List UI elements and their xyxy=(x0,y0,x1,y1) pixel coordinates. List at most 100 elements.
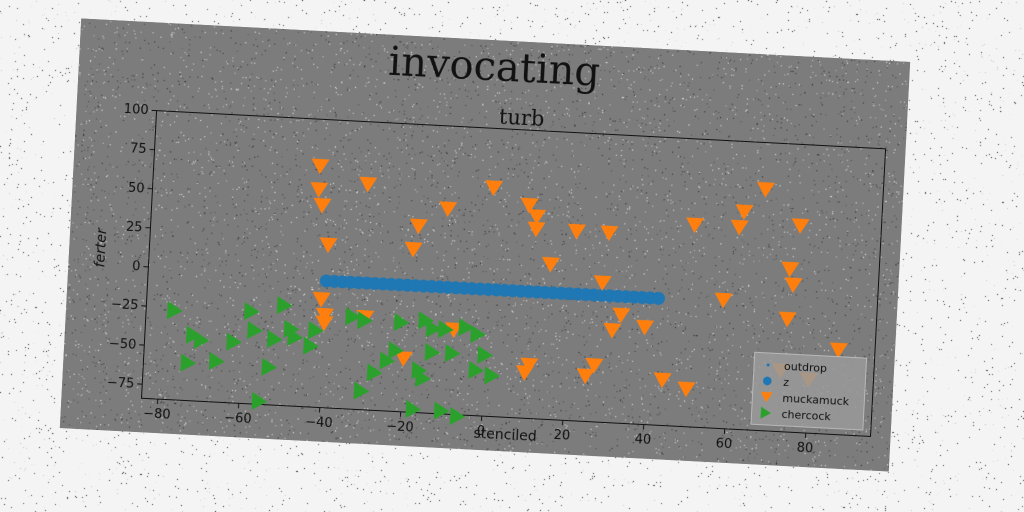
plot-area: −75 −50 −25 0 25 50 75 100 −80 −60 −40 −20 0 20 40 60 8… xyxy=(106,102,887,457)
muckamuck-point xyxy=(677,381,696,398)
chercock-point xyxy=(345,307,361,326)
muckamuck-point xyxy=(520,357,539,374)
muckamuck-point xyxy=(359,176,378,193)
x-tick-label: 40 xyxy=(634,432,651,448)
chercock-point xyxy=(266,330,283,348)
muckamuck-point xyxy=(527,221,546,238)
legend-marker-muckamuck xyxy=(760,391,773,403)
chercock-point xyxy=(415,369,431,388)
y-tick-label: 50 xyxy=(128,181,145,197)
y-tick-label: 0 xyxy=(132,259,141,274)
muckamuck-point xyxy=(568,223,587,240)
x-tick-label: 80 xyxy=(796,441,813,457)
chercock-point xyxy=(458,318,475,337)
chart-card: invocating turb −75 −50 −25 0 25 50 75 100 −80−… xyxy=(59,18,911,472)
muckamuck-point xyxy=(485,180,504,196)
chercock-point xyxy=(287,327,304,346)
muckamuck-point xyxy=(636,319,655,336)
legend-label-z: z xyxy=(783,376,790,389)
chercock-point xyxy=(468,360,485,379)
y-tick-label: 75 xyxy=(130,141,147,157)
chercock-point xyxy=(477,345,493,364)
chercock-point xyxy=(425,319,442,338)
chercock-point xyxy=(484,366,501,385)
muckamuck-point xyxy=(653,372,672,389)
muckamuck-point xyxy=(784,277,803,294)
muckamuck-point xyxy=(730,219,749,236)
x-tick-label: −20 xyxy=(386,419,414,435)
muckamuck-point xyxy=(394,351,413,367)
y-axis-label: ferter xyxy=(92,227,111,268)
chercock-point xyxy=(418,311,434,330)
y-tick-label: −50 xyxy=(108,336,136,352)
muckamuck-point xyxy=(781,261,800,278)
axes-frame xyxy=(140,110,887,437)
muckamuck-point xyxy=(311,158,330,175)
y-tick-label: 25 xyxy=(126,220,143,236)
muckamuck-point xyxy=(515,365,534,381)
legend-marker-z xyxy=(762,376,772,386)
muckamuck-point xyxy=(445,322,464,339)
chercock-point xyxy=(411,361,428,380)
x-tick-label: −60 xyxy=(224,411,252,427)
muckamuck-point xyxy=(520,197,539,214)
chercock-point xyxy=(379,351,396,370)
muckamuck-point xyxy=(313,197,332,214)
chercock-point xyxy=(444,344,461,363)
x-tick-label: 60 xyxy=(715,436,732,452)
muckamuck-point xyxy=(528,209,547,225)
chercock-point xyxy=(283,319,300,338)
muckamuck-point xyxy=(612,307,631,324)
chercock-point xyxy=(424,342,441,361)
chercock-point xyxy=(437,320,454,339)
muckamuck-point xyxy=(603,322,622,339)
chercock-point xyxy=(193,330,210,349)
chercock-point xyxy=(180,353,197,372)
muckamuck-point xyxy=(315,315,334,332)
y-tick-label: −25 xyxy=(111,297,139,313)
legend-marker-outdrop xyxy=(766,363,770,367)
chercock-point xyxy=(226,332,242,351)
muckamuck-point xyxy=(312,291,331,308)
legend-label-muckamuck: muckamuck xyxy=(782,392,850,409)
scatter-marks xyxy=(166,158,848,425)
x-tick-label: −80 xyxy=(143,406,171,422)
muckamuck-point xyxy=(791,218,810,234)
chercock-point xyxy=(261,357,278,376)
muckamuck-point xyxy=(310,182,329,198)
muckamuck-point xyxy=(686,217,705,234)
chercock-point xyxy=(166,301,183,320)
x-axis: −80 −60 −40 −20 0 20 40 60 80 xyxy=(143,399,814,457)
muckamuck-point xyxy=(319,237,338,254)
muckamuck-point xyxy=(757,181,776,198)
legend-box xyxy=(750,351,868,431)
muckamuck-point xyxy=(585,357,604,374)
muckamuck-point xyxy=(600,225,619,242)
muckamuck-point xyxy=(541,256,560,273)
chercock-point xyxy=(405,399,422,418)
chercock-point xyxy=(470,324,486,343)
legend-marker-chercock xyxy=(760,406,771,419)
muckamuck-point xyxy=(439,201,458,218)
y-tick-label: −75 xyxy=(106,375,134,391)
muckamuck-point xyxy=(409,218,428,235)
y-axis: −75 −50 −25 0 25 50 75 100 xyxy=(106,102,157,392)
muckamuck-point xyxy=(315,307,334,324)
legend-label-outdrop: outdrop xyxy=(784,360,828,375)
chercock-point xyxy=(243,302,260,321)
muckamuck-point xyxy=(735,204,754,221)
chercock-point xyxy=(208,352,225,371)
chercock-point xyxy=(307,321,324,340)
chercock-point xyxy=(247,321,263,340)
y-tick-label: 100 xyxy=(123,102,149,118)
muckamuck-point xyxy=(593,275,612,291)
chercock-point xyxy=(353,381,370,400)
muckamuck-point xyxy=(778,311,797,328)
chercock-point xyxy=(251,391,268,410)
chercock-point xyxy=(357,311,373,330)
legend-label-chercock: chercock xyxy=(781,408,832,424)
chercock-point xyxy=(303,336,319,355)
muckamuck-point xyxy=(576,368,595,385)
chercock-point xyxy=(276,296,293,315)
